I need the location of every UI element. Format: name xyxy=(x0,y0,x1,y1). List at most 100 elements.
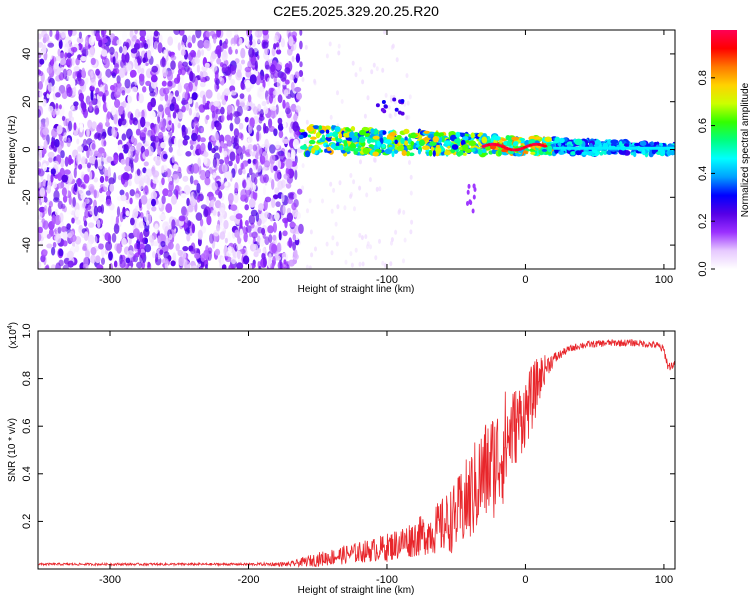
sparse-noise-cell xyxy=(336,90,339,96)
signal-cell xyxy=(447,145,451,149)
noise-cell xyxy=(114,99,121,108)
signal-cell xyxy=(306,125,314,132)
noise-cell xyxy=(252,243,259,252)
sparse-noise-cell xyxy=(387,104,391,110)
noise-cell xyxy=(244,79,251,89)
sparse-noise-cell xyxy=(352,179,356,185)
noise-cell xyxy=(242,145,246,155)
signal-cell xyxy=(574,138,583,146)
y-tick-label: -20 xyxy=(21,189,33,205)
sparse-noise-cell xyxy=(375,186,379,192)
noise-cell xyxy=(91,142,96,150)
signal-cell xyxy=(370,128,375,134)
noise-cell xyxy=(128,173,133,180)
noise-cell xyxy=(68,195,72,205)
noise-cell xyxy=(78,92,85,102)
noise-cell xyxy=(285,158,293,169)
sparse-noise-cell xyxy=(305,264,309,269)
noise-cell xyxy=(187,42,192,49)
noise-cell xyxy=(80,99,85,109)
noise-cell xyxy=(42,127,49,136)
noise-cell xyxy=(259,86,265,92)
noise-cell xyxy=(232,110,240,118)
noise-cell xyxy=(227,192,234,204)
noise-cell xyxy=(279,153,286,163)
noise-cell xyxy=(180,193,187,199)
noise-cell xyxy=(70,104,75,111)
noise-cell xyxy=(263,256,267,268)
noise-cell xyxy=(129,189,135,197)
noise-cell xyxy=(194,57,200,64)
noise-cell xyxy=(238,132,243,139)
noise-cell xyxy=(284,67,291,74)
noise-cell xyxy=(280,38,285,48)
noise-cell xyxy=(252,190,258,201)
sparse-noise-cell xyxy=(381,260,385,266)
noise-cell xyxy=(273,128,278,137)
signal-cell xyxy=(389,132,396,137)
noise-cell xyxy=(125,210,130,217)
noise-cell xyxy=(116,75,121,84)
sparse-noise-cell xyxy=(308,265,312,269)
sparse-noise-cell xyxy=(408,160,411,165)
sparse-noise-cell xyxy=(336,204,340,210)
noise-cell xyxy=(212,209,217,216)
noise-cell xyxy=(130,113,134,121)
noise-cell xyxy=(38,52,42,59)
noise-cell xyxy=(115,215,119,225)
noise-cell xyxy=(41,44,47,55)
noise-cell xyxy=(210,220,214,230)
noise-cell xyxy=(145,80,152,86)
noise-cell xyxy=(38,233,42,242)
noise-cell xyxy=(90,254,96,264)
sparse-noise-cell xyxy=(358,185,362,191)
noise-cell xyxy=(263,199,268,211)
noise-cell xyxy=(134,79,138,86)
noise-cell xyxy=(55,30,60,41)
noise-cell xyxy=(275,140,280,150)
signal-cell xyxy=(312,125,320,129)
x-tick-label: -100 xyxy=(376,574,398,586)
sparse-noise-cell xyxy=(358,66,362,72)
sparse-noise-cell xyxy=(384,92,388,98)
peak-cell xyxy=(542,144,548,148)
noise-cell xyxy=(38,182,44,189)
noise-cell xyxy=(283,89,289,97)
noise-cell xyxy=(293,130,300,139)
noise-cell xyxy=(211,182,219,191)
noise-cell xyxy=(39,211,43,218)
noise-cell xyxy=(295,105,302,113)
noise-cell xyxy=(128,265,132,269)
noise-cell xyxy=(138,73,145,82)
noise-cell xyxy=(78,31,82,39)
noise-cell xyxy=(106,156,113,163)
noise-cell xyxy=(274,212,280,221)
noise-cell xyxy=(292,121,299,132)
noise-cell xyxy=(52,146,57,152)
noise-cell xyxy=(138,42,144,49)
noise-cell xyxy=(243,232,248,243)
noise-cell xyxy=(53,197,60,203)
noise-cell xyxy=(108,251,113,261)
noise-cell xyxy=(247,158,252,164)
noise-cell xyxy=(225,181,229,187)
spectrogram-image xyxy=(38,30,675,269)
signal-cell xyxy=(558,151,565,155)
sparse-noise-cell xyxy=(340,99,344,104)
noise-cell xyxy=(122,110,126,119)
noise-cell xyxy=(42,249,48,255)
noise-cell xyxy=(288,237,293,249)
snr-exponent-base: (x10 xyxy=(8,329,19,349)
signal-cell xyxy=(332,131,338,138)
noise-cell xyxy=(113,154,119,165)
signal-cell xyxy=(429,141,437,147)
sparse-noise-cell xyxy=(325,241,329,247)
signal-cell xyxy=(464,148,472,154)
noise-cell xyxy=(297,188,303,195)
noise-cell xyxy=(152,178,159,184)
noise-cell xyxy=(184,65,190,72)
noise-cell xyxy=(131,86,138,93)
noise-cell xyxy=(182,34,188,43)
signal-cell xyxy=(444,140,452,145)
noise-cell xyxy=(272,221,277,233)
